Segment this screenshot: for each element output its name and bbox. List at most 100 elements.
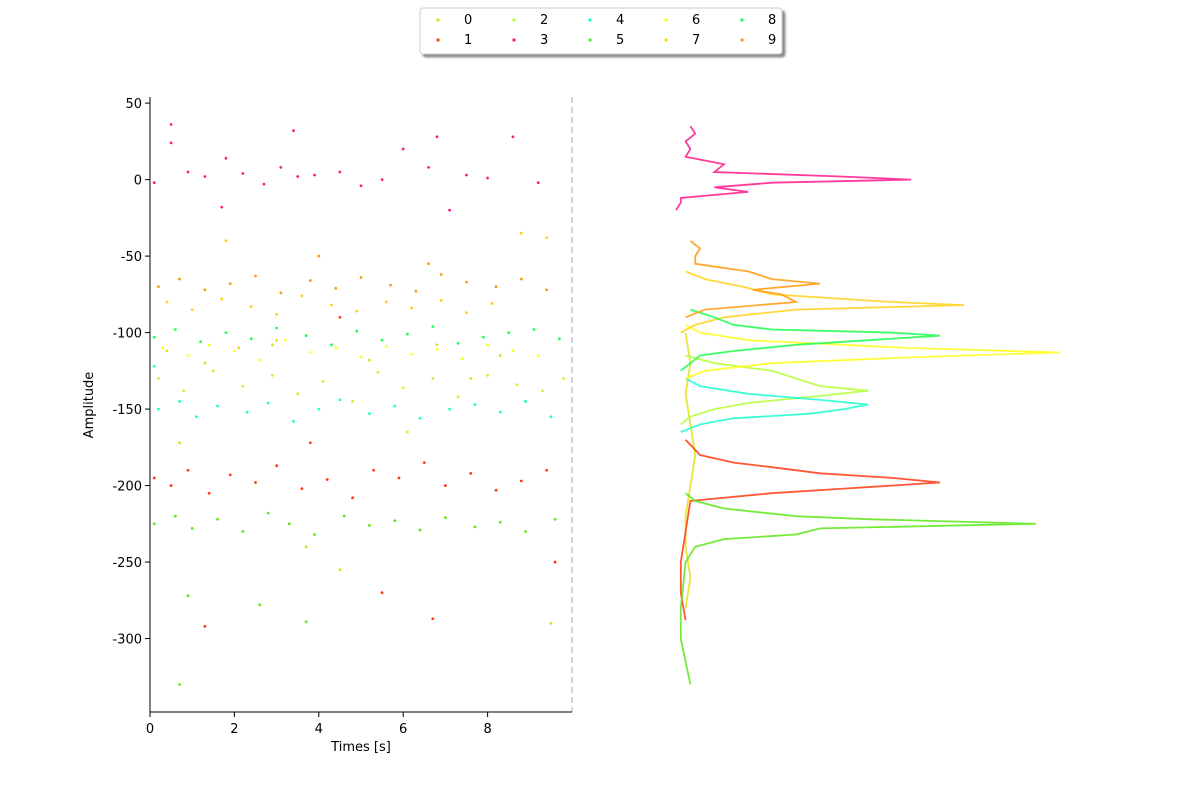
scatter-point [494,488,498,492]
scatter-point [330,343,333,347]
legend-marker [436,18,440,22]
scatter-point [524,530,527,533]
scatter-point [486,374,489,377]
legend-marker [588,38,592,42]
histogram-line [679,492,1037,685]
scatter-point [439,273,443,276]
scatter-point [511,135,515,139]
scatter-point [481,335,485,339]
scatter-point [258,358,262,362]
scatter-point [199,340,203,344]
scatter-point [351,496,354,500]
scatter-point [515,383,519,387]
scatter-point [380,338,384,342]
scatter-point [292,419,295,423]
scatter-point [313,533,316,536]
scatter-point [456,341,460,345]
scatter-point [384,344,388,348]
scatter-point [275,312,278,316]
scatter-point [397,476,401,480]
scatter-point [465,173,468,177]
scatter-point [178,400,181,403]
scatter-point [195,415,198,419]
scatter-point [431,325,435,328]
histogram-line [680,308,941,372]
scatter-point [507,331,511,334]
scatter-point [469,471,473,475]
scatter-point [498,354,502,357]
x-axis-label: Times [s] [330,740,391,755]
y-tick-label: -150 [112,403,142,418]
legend: 0 1 2 3 4 5 6 7 8 9 [436,13,776,48]
scatter-point [186,468,190,472]
scatter-point [207,343,211,347]
legend-label: 3 [540,33,548,48]
scatter-point [203,361,207,365]
scatter-point [410,306,414,310]
legend-label: 4 [616,13,624,28]
scatter-point [418,528,422,532]
scatter-point [186,170,190,174]
legend-label: 9 [768,33,776,48]
scatter-point [380,591,384,595]
scatter-point [549,621,553,625]
histogram-line [685,324,1061,380]
scatter-point [435,135,439,139]
scatter-point [228,282,232,286]
scatter-point [406,430,409,434]
scatter-point [321,380,325,383]
legend-marker [436,38,440,42]
legend-label: 2 [540,13,548,28]
scatter-point [465,311,468,315]
scatter-point [338,170,342,174]
scatter-point [448,407,452,411]
scatter-point [249,305,253,308]
scatter-point [401,386,405,390]
histogram-line [684,332,697,609]
scatter-point [216,517,219,521]
legend-label: 5 [616,33,624,48]
scatter-point [427,165,430,169]
scatter-point [279,165,283,169]
y-tick-label: 0 [134,174,142,189]
scatter-point [536,354,540,357]
scatter-point [498,410,502,414]
x-tick-label: 4 [315,722,323,737]
scatter-point [287,522,291,526]
scatter-point [444,516,447,520]
scatter-point [418,416,422,420]
scatter-point [266,511,270,515]
scatter-point [304,334,308,338]
scatter-point [355,329,359,333]
scatter-point [553,517,557,521]
plot-area [152,123,1061,686]
scatter-point [304,620,308,624]
scatter-point [228,473,232,477]
scatter-point [325,478,329,481]
scatter-point [237,346,241,350]
legend-marker [740,38,744,42]
scatter-point [376,370,380,374]
scatter-point [359,184,363,188]
scatter-point [207,491,211,495]
scatter-point [308,441,312,445]
scatter-point [275,464,278,468]
scatter-point [532,328,536,331]
scatter-point [249,337,253,341]
scatter-point [557,337,561,341]
scatter-point [152,476,156,480]
scatter-point [368,412,371,416]
legend-label: 7 [692,33,700,48]
scatter-point [317,254,321,258]
scatter-point [536,181,540,185]
scatter-point [342,514,346,518]
legend-label: 8 [768,13,776,28]
scatter-point [473,525,477,529]
y-tick-label: -50 [121,250,142,265]
scatter-point [465,280,468,284]
y-tick-label: -100 [112,327,142,342]
scatter-point [435,343,439,347]
x-tick-label: 0 [146,722,154,737]
scatter-point [351,400,354,403]
scatter-point [490,302,494,305]
